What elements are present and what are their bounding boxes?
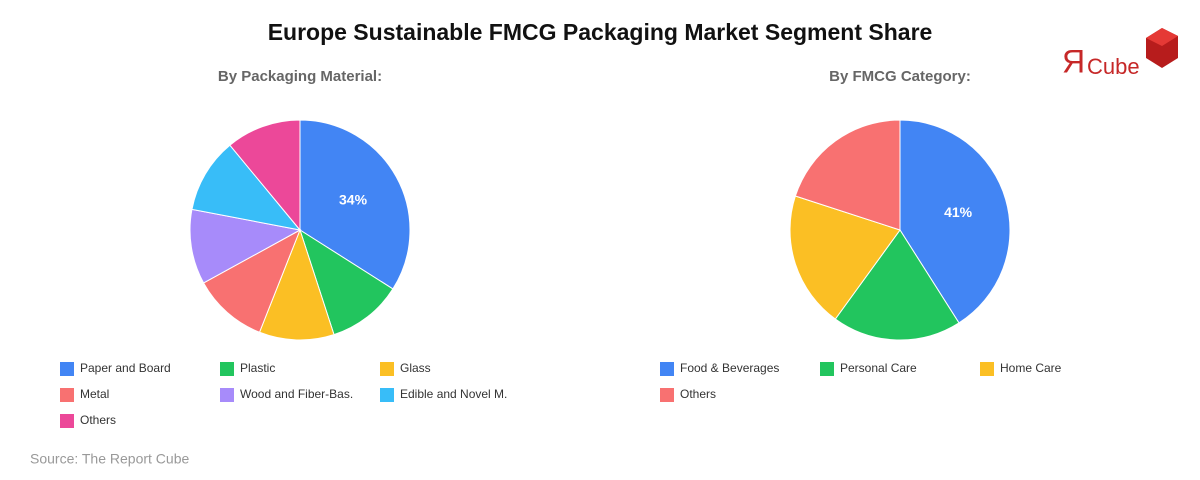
legend-swatch — [380, 362, 394, 376]
legend-swatch — [980, 362, 994, 376]
legend-label: Glass — [400, 361, 431, 375]
pie-slice — [191, 144, 302, 231]
pie-slice — [258, 228, 335, 341]
pie-slice — [229, 119, 301, 232]
pie-slice — [202, 228, 301, 333]
legend-swatch — [60, 414, 74, 428]
legend-label: Home Care — [1000, 361, 1062, 375]
legend-swatch — [220, 388, 234, 402]
legend-swatch — [380, 388, 394, 402]
legend-label: Food & Beverages — [680, 361, 779, 375]
legend-label: Personal Care — [840, 361, 917, 375]
pie-slice — [794, 119, 901, 231]
legend-swatch — [60, 388, 74, 402]
legend-label: Others — [80, 413, 116, 427]
logo: Я Cube — [1062, 28, 1178, 79]
pie-slice — [899, 119, 1011, 324]
logo-mark: Я — [1062, 43, 1085, 79]
legend-swatch — [660, 388, 674, 402]
pie-slice — [189, 208, 302, 284]
legend-label: Paper and Board — [80, 361, 171, 375]
data-label: 34% — [339, 192, 368, 208]
pie-slice — [299, 228, 394, 336]
legend-swatch — [820, 362, 834, 376]
legend-label: Edible and Novel M. — [400, 387, 507, 401]
logo-cube-top — [1146, 28, 1178, 46]
legend-label: Others — [680, 387, 716, 401]
legend-swatch — [660, 362, 674, 376]
logo-text: Cube — [1087, 54, 1140, 79]
legend-label: Plastic — [240, 361, 275, 375]
pie-slice — [789, 195, 901, 320]
pie-slice — [834, 229, 960, 341]
legend-label: Metal — [80, 387, 109, 401]
title: Europe Sustainable FMCG Packaging Market… — [268, 19, 933, 45]
legend-label: Wood and Fiber-Bas. — [240, 387, 353, 401]
legend-swatch — [60, 362, 74, 376]
subtitle: By FMCG Category: — [829, 68, 971, 85]
source: Source: The Report Cube — [30, 451, 189, 467]
subtitle: By Packaging Material: — [218, 68, 382, 85]
legend-swatch — [220, 362, 234, 376]
data-label: 41% — [944, 204, 973, 220]
pie-slice — [299, 119, 411, 290]
